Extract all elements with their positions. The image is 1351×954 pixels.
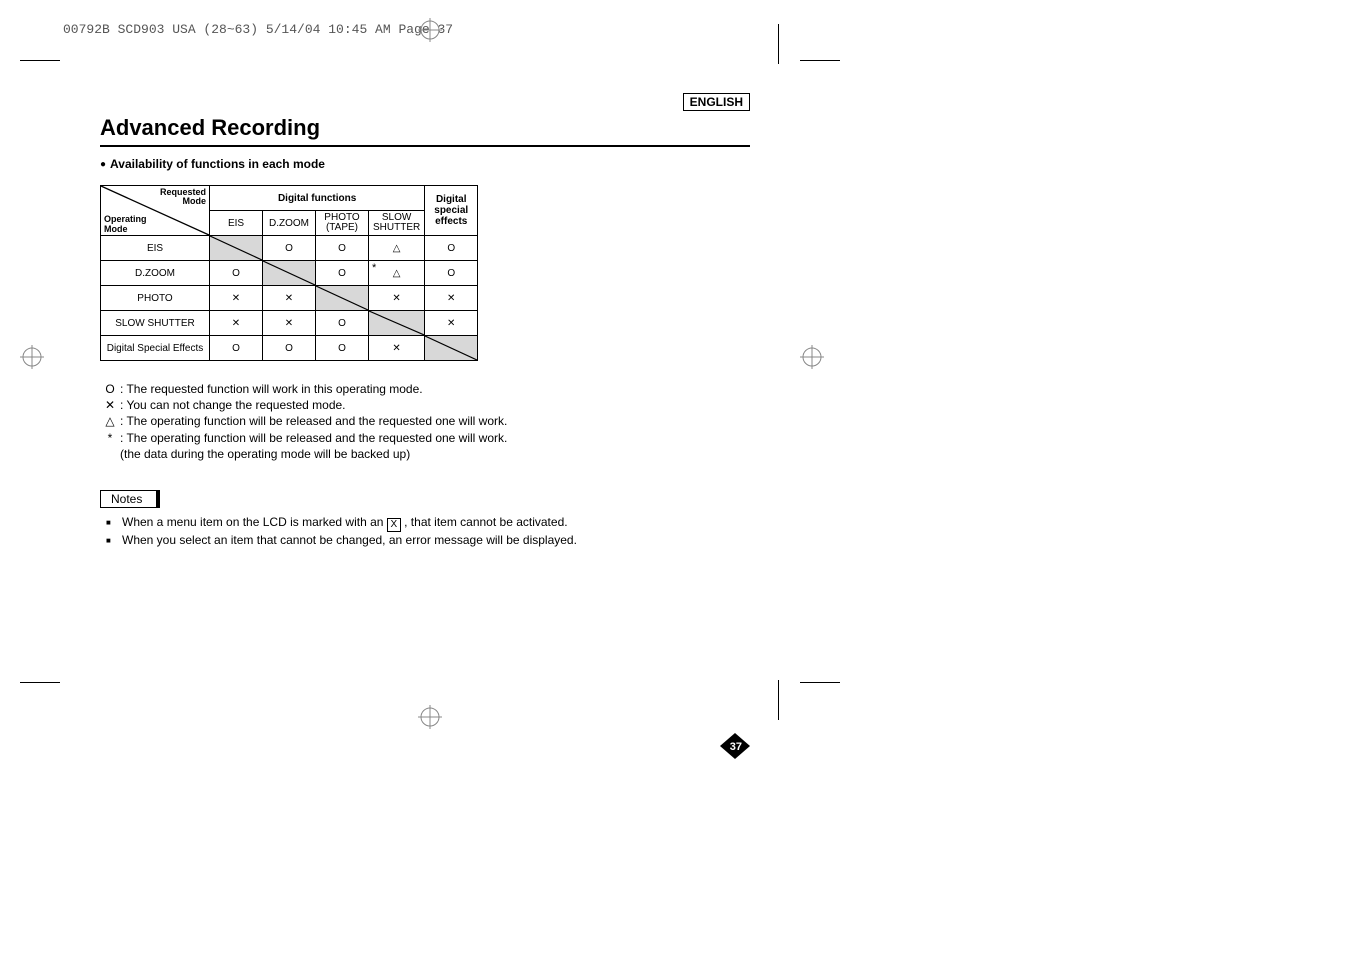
cell: ✕ [369, 336, 425, 361]
cell [369, 311, 425, 336]
note-item: When a menu item on the LCD is marked wi… [122, 514, 750, 532]
page-content: ENGLISH Advanced Recording Availability … [100, 93, 750, 549]
cell: O [316, 311, 369, 336]
notes-list: When a menu item on the LCD is marked wi… [100, 514, 750, 549]
txt: Digital [436, 194, 467, 205]
txt: effects [435, 216, 467, 227]
col-photo: PHOTO(TAPE) [316, 211, 369, 236]
language-tag: ENGLISH [683, 93, 750, 111]
trim-line [778, 24, 779, 64]
cell: O [263, 236, 316, 261]
row-label: D.ZOOM [101, 261, 210, 286]
crop-mark-mid [800, 345, 824, 369]
cell: O [210, 336, 263, 361]
cell: ✕ [425, 311, 478, 336]
cell: O [425, 236, 478, 261]
cell: △ [369, 236, 425, 261]
row-label: EIS [101, 236, 210, 261]
diag-mode: Mode [183, 196, 207, 206]
cell [263, 261, 316, 286]
header-diagonal: Requested Mode Operating Mode [101, 186, 210, 236]
legend: O: The requested function will work in t… [100, 381, 750, 462]
x-box-icon: X [387, 518, 401, 532]
legend-row: O: The requested function will work in t… [100, 381, 750, 397]
cell: O [316, 261, 369, 286]
cell: O [316, 336, 369, 361]
legend-row: (the data during the operating mode will… [100, 446, 750, 462]
legend-row: *: The operating function will be releas… [100, 430, 750, 446]
legend-text: : You can not change the requested mode. [120, 397, 750, 413]
legend-text: (the data during the operating mode will… [120, 446, 750, 462]
cell: ✕ [263, 311, 316, 336]
cell: O [425, 261, 478, 286]
section-subtitle: Availability of functions in each mode [100, 157, 750, 171]
header-digital-special: Digital special effects [425, 186, 478, 236]
cell: O [263, 336, 316, 361]
cell: ✕ [263, 286, 316, 311]
legend-text: : The operating function will be release… [120, 413, 750, 429]
legend-symbol: ✕ [100, 397, 120, 413]
col-eis: EIS [210, 211, 263, 236]
cell: ✕ [210, 311, 263, 336]
note-text-1a: When a menu item on the LCD is marked wi… [122, 515, 387, 529]
cell: ✕ [425, 286, 478, 311]
note-item: When you select an item that cannot be c… [122, 532, 750, 549]
cell: ✕ [210, 286, 263, 311]
col-dzoom: D.ZOOM [263, 211, 316, 236]
crop-mark-top [418, 18, 442, 42]
legend-row: △: The operating function will be releas… [100, 413, 750, 429]
page-title: Advanced Recording [100, 115, 750, 147]
cell [316, 286, 369, 311]
notes-label: Notes [100, 490, 160, 508]
legend-symbol: O [100, 381, 120, 397]
col-slowshutter: SLOWSHUTTER [369, 211, 425, 236]
legend-text: : The operating function will be release… [120, 430, 750, 446]
legend-symbol [100, 446, 120, 462]
page-number: 37 [730, 741, 742, 753]
legend-text: : The requested function will work in th… [120, 381, 750, 397]
asterisk: * [372, 262, 376, 274]
table-row: EISOO△O [101, 236, 478, 261]
row-label: SLOW SHUTTER [101, 311, 210, 336]
cell: O [210, 261, 263, 286]
txt: special [434, 205, 468, 216]
trim-line [778, 680, 779, 720]
cell: *△ [369, 261, 425, 286]
legend-symbol: △ [100, 413, 120, 429]
table-row: D.ZOOMOO*△O [101, 261, 478, 286]
cell: O [316, 236, 369, 261]
header-digital-functions: Digital functions [210, 186, 425, 211]
table-row: SLOW SHUTTER✕✕O✕ [101, 311, 478, 336]
legend-row: ✕: You can not change the requested mode… [100, 397, 750, 413]
diag-operating: Operating [104, 214, 147, 224]
cell [425, 336, 478, 361]
row-label: PHOTO [101, 286, 210, 311]
trim-line [20, 682, 60, 683]
legend-symbol: * [100, 430, 120, 446]
table-row: PHOTO✕✕✕✕ [101, 286, 478, 311]
row-label: Digital Special Effects [101, 336, 210, 361]
trim-line [20, 60, 60, 61]
cell: ✕ [369, 286, 425, 311]
table-row: Digital Special EffectsOOO✕ [101, 336, 478, 361]
trim-line [800, 60, 840, 61]
cell [210, 236, 263, 261]
diag-mode2: Mode [104, 224, 128, 234]
crop-mark-left [20, 345, 44, 369]
note-text-1b: , that item cannot be activated. [404, 515, 567, 529]
crop-mark-bottom [418, 705, 442, 729]
print-slug: 00792B SCD903 USA (28~63) 5/14/04 10:45 … [63, 22, 453, 37]
function-table: Requested Mode Operating Mode Digital fu… [100, 185, 478, 361]
trim-line [800, 682, 840, 683]
